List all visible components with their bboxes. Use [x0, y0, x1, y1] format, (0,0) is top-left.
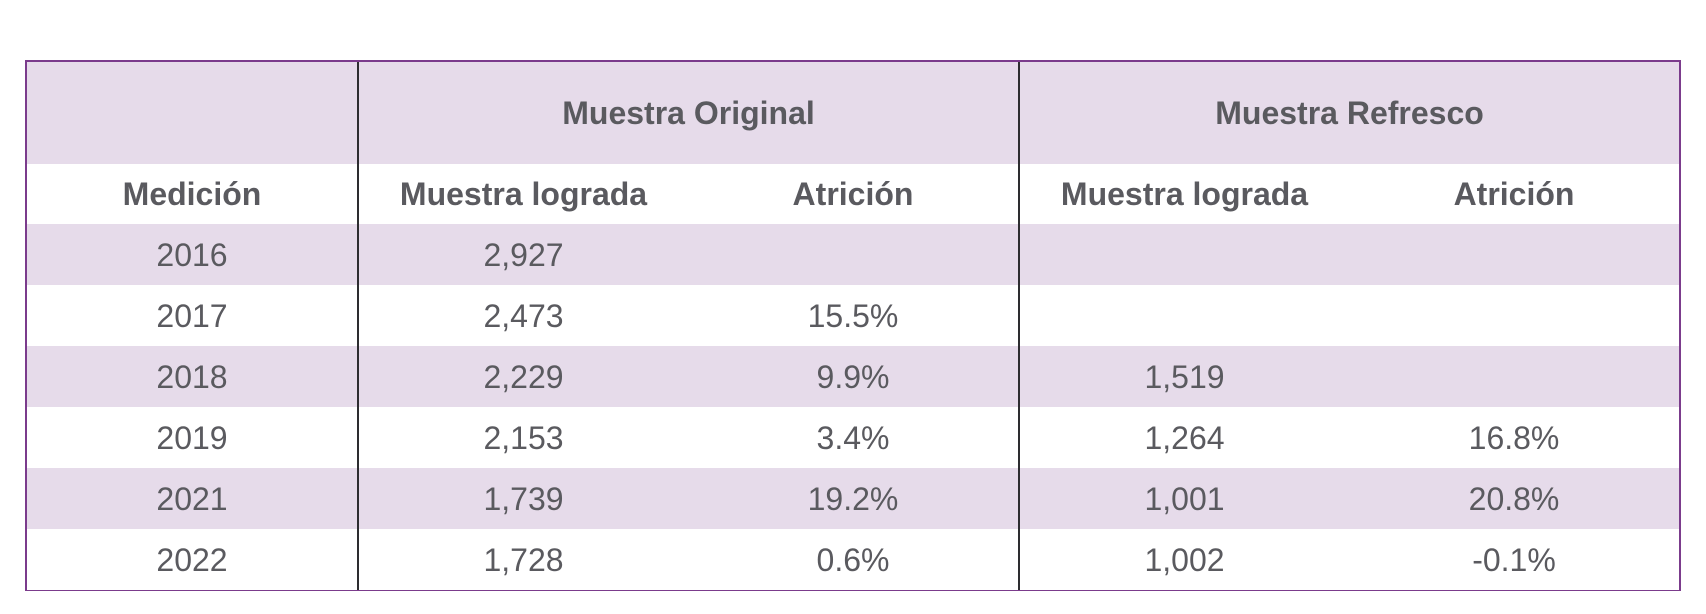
cell-refresco-atricion [1349, 346, 1679, 407]
cell-original-atricion: 19.2% [807, 480, 899, 517]
cell-original-atricion: 15.5% [807, 297, 899, 334]
cell-refresco-muestra: 1,519 [1018, 346, 1349, 407]
cell-refresco-muestra: 1,264 [1018, 407, 1349, 468]
column-header-original-muestra: Muestra lograda [357, 164, 688, 224]
cell-refresco-muestra [1018, 224, 1349, 285]
cell-refresco-atricion [1349, 285, 1679, 346]
table-row: 2018 2,229 9.9% 1,519 [27, 346, 1680, 407]
cell-refresco-muestra: 1,001 [1018, 468, 1349, 529]
column-header-row: Medición Muestra lograda Atrición Muestr… [27, 164, 1680, 224]
data-table: Muestra Original Muestra Refresco Medici… [27, 62, 1680, 590]
cell-original-atricion: 0.6% [816, 541, 890, 578]
group-header-refresco: Muestra Refresco [1017, 62, 1680, 164]
table-row: 2022 1,728 0.6% 1,002 -0.1% [27, 529, 1680, 590]
cell-original-atricion: 9.9% [816, 358, 890, 395]
cell-original-muestra: 2,927 [357, 224, 688, 285]
cell-medicion: 2018 [156, 358, 228, 395]
cell-original-atricion [688, 224, 1019, 285]
cell-original-atricion: 3.4% [816, 419, 890, 456]
table-row: 2021 1,739 19.2% 1,001 20.8% [27, 468, 1680, 529]
cell-refresco-atricion: 16.8% [1468, 419, 1560, 456]
cell-original-muestra: 1,739 [357, 468, 688, 529]
cell-medicion: 2022 [156, 541, 228, 578]
column-header-refresco-atricion: Atrición [1453, 176, 1575, 212]
table-row: 2016 2,927 [27, 224, 1680, 285]
column-header-refresco-muestra: Muestra lograda [1018, 164, 1349, 224]
cell-original-muestra: 1,728 [357, 529, 688, 590]
cell-medicion: 2019 [156, 419, 228, 456]
group-header-blank [27, 62, 358, 164]
cell-refresco-atricion: 20.8% [1468, 480, 1560, 517]
column-header-original-atricion: Atrición [792, 176, 914, 212]
group-header-original: Muestra Original [357, 62, 1019, 164]
cell-refresco-atricion [1349, 224, 1679, 285]
cell-original-muestra: 2,153 [357, 407, 688, 468]
cell-refresco-muestra: 1,002 [1018, 529, 1349, 590]
table-row: 2019 2,153 3.4% 1,264 16.8% [27, 407, 1680, 468]
column-header-medicion: Medición [122, 176, 262, 212]
cell-medicion: 2021 [156, 480, 228, 517]
cell-medicion: 2016 [156, 236, 228, 273]
cell-medicion: 2017 [156, 297, 228, 334]
cell-refresco-muestra [1018, 285, 1349, 346]
cell-original-muestra: 2,473 [357, 285, 688, 346]
cell-refresco-atricion: -0.1% [1472, 541, 1556, 578]
sample-attrition-table: Muestra Original Muestra Refresco Medici… [25, 60, 1681, 591]
cell-original-muestra: 2,229 [357, 346, 688, 407]
group-header-row: Muestra Original Muestra Refresco [27, 62, 1680, 164]
table-row: 2017 2,473 15.5% [27, 285, 1680, 346]
